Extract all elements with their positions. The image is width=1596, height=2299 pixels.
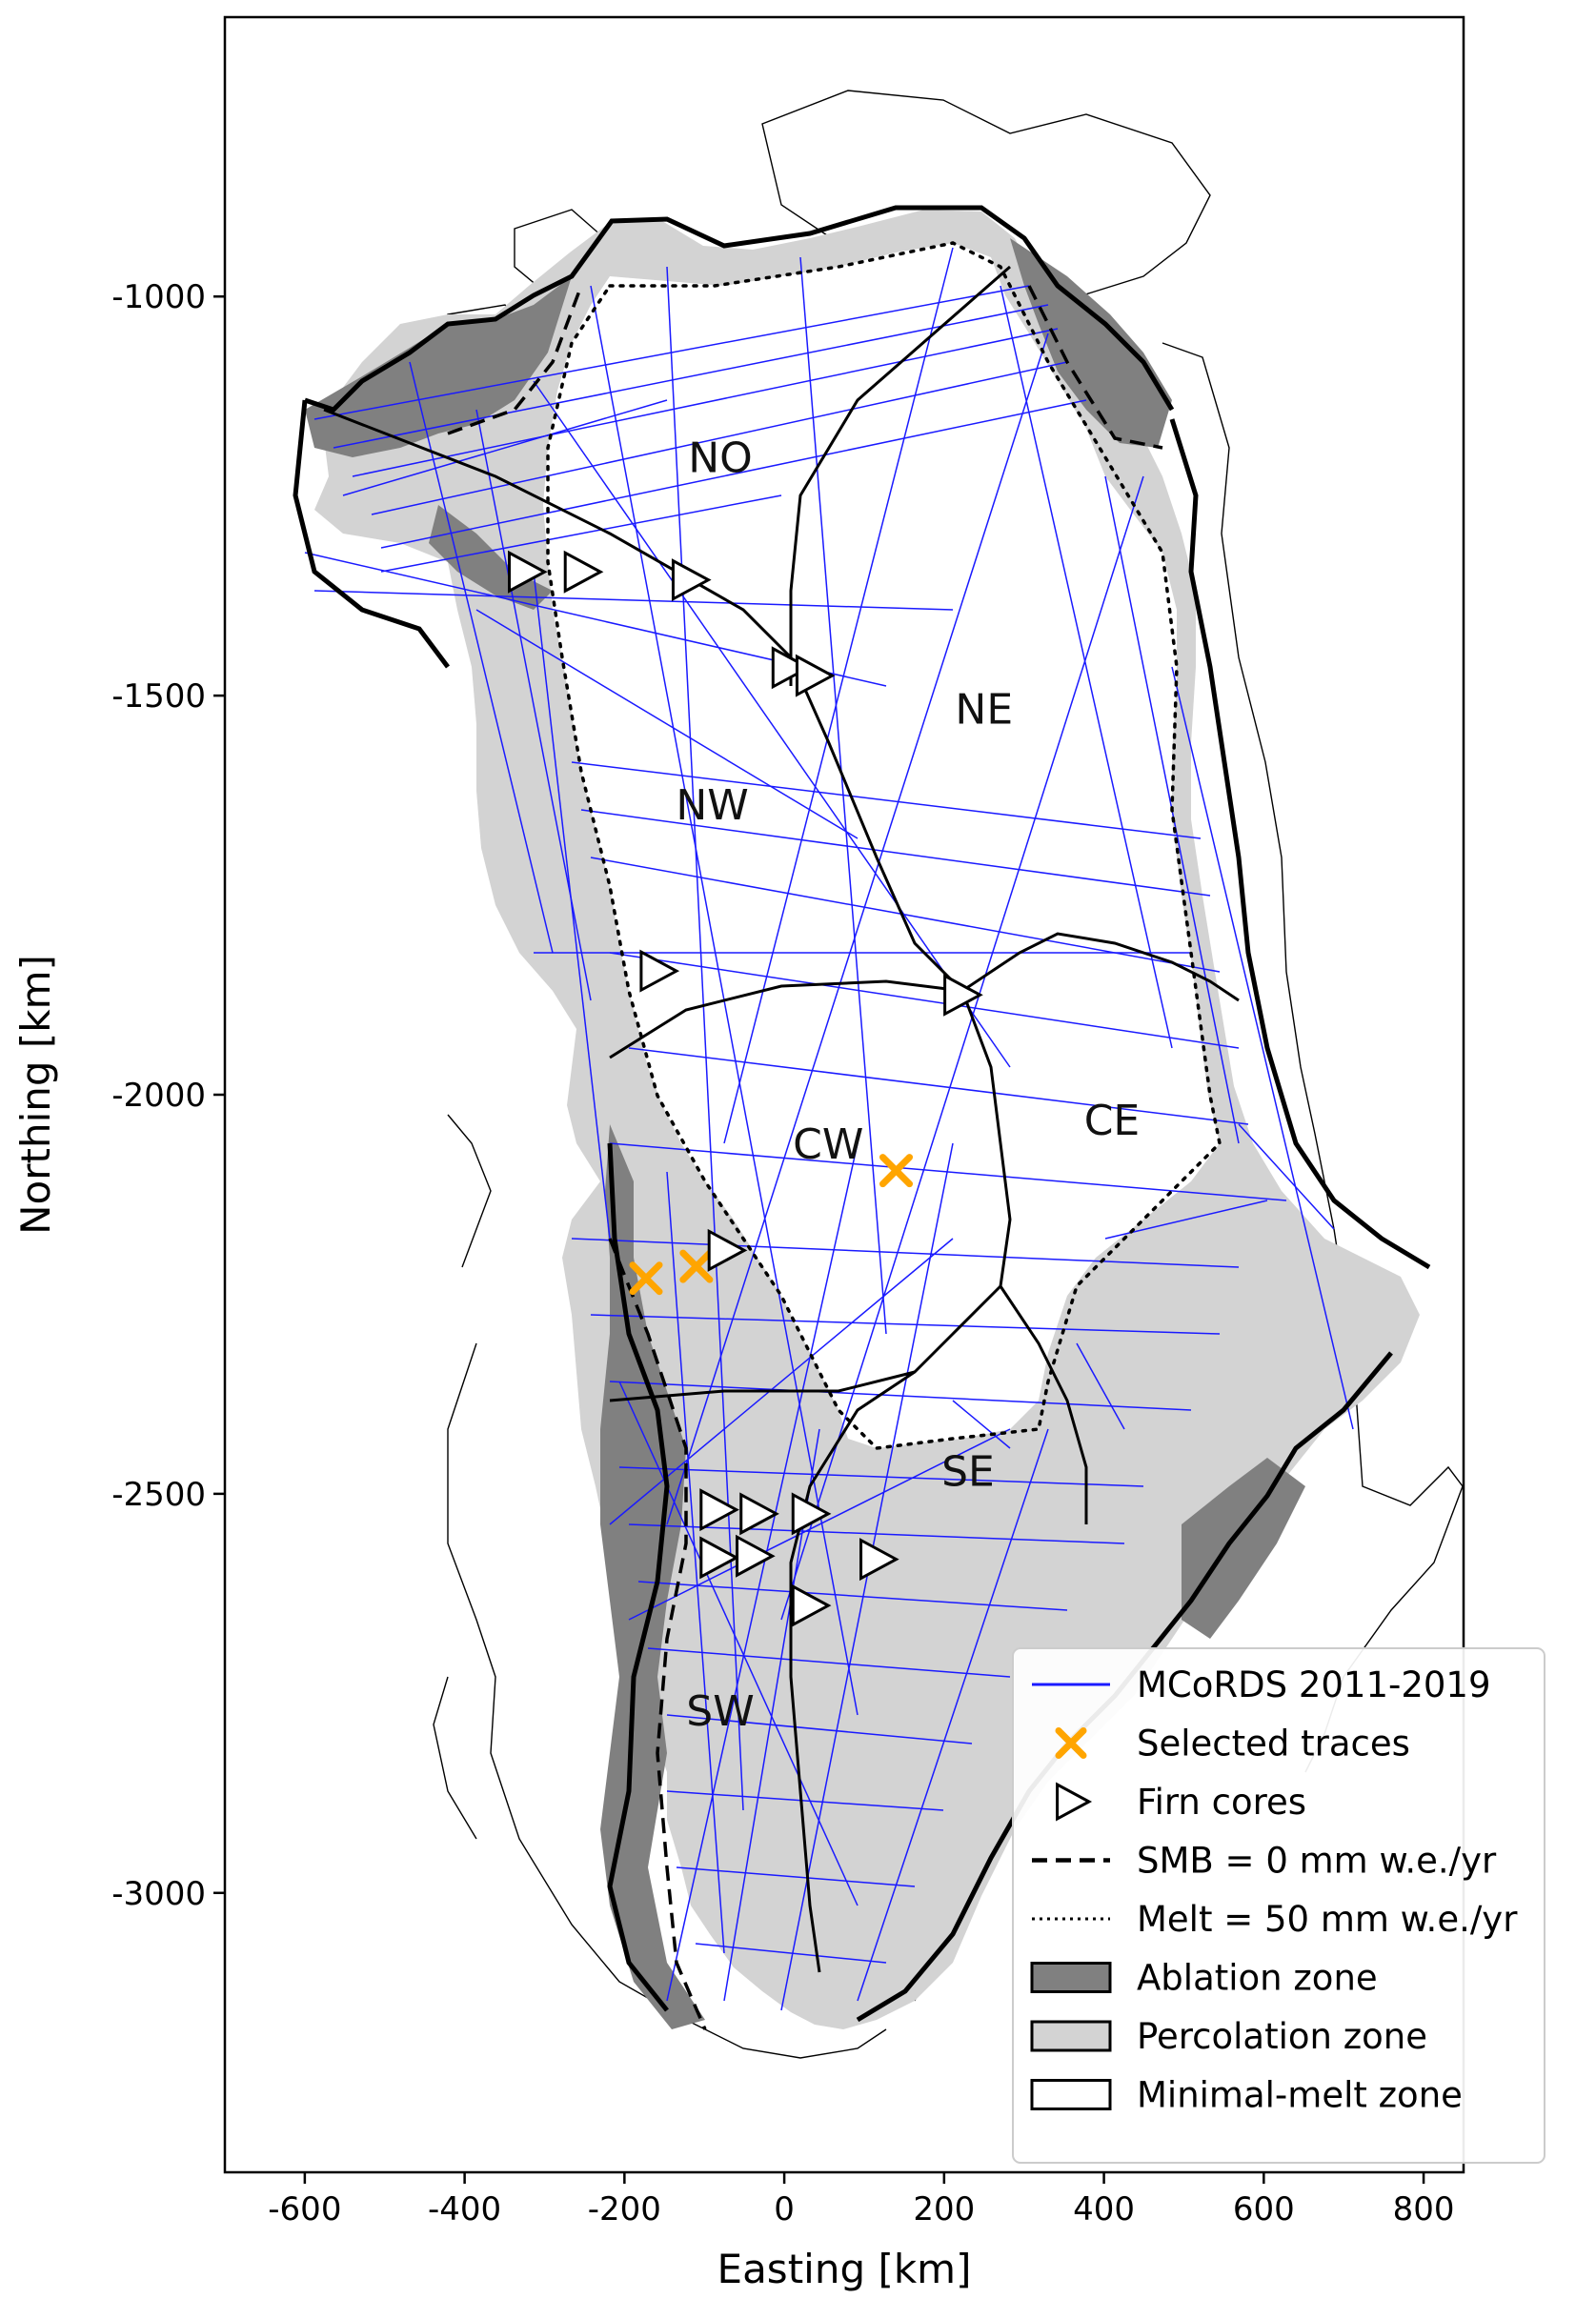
firn-core-marker (563, 550, 604, 594)
axis-ticks: -600 -400 -200 0 200 400 600 800-1000-1500-2000… (111, 278, 1454, 2228)
legend-patch-icon (1030, 2020, 1112, 2052)
legend-label: Percolation zone (1137, 2016, 1427, 2057)
legend-item-ablation: Ablation zone (1030, 1958, 1378, 1999)
x-tick-label: 400 (1073, 2190, 1135, 2228)
mcords-traces (304, 247, 1354, 2011)
map-layers (293, 90, 1464, 2059)
region-label-cw: CW (793, 1120, 863, 1169)
smb-contour (447, 285, 1163, 2030)
legend-item-melt: Melt = 50 mm w.e./yr (1032, 1899, 1518, 1940)
legend-label: Minimal-melt zone (1137, 2075, 1463, 2116)
firn-core-marker (639, 949, 680, 993)
selected-trace-marker (879, 1154, 914, 1188)
legend-label: Selected traces (1137, 1724, 1410, 1765)
legend-patch-icon (1030, 2079, 1112, 2110)
firn-core-marker (699, 1488, 739, 1532)
firn-core-marker (943, 973, 983, 1017)
legend-box (1012, 1647, 1545, 2164)
y-axis-title: Northing [km] (12, 955, 59, 1235)
legend-label: Firn cores (1137, 1782, 1306, 1823)
firn-core-marker (771, 646, 812, 690)
x-tick-label: 200 (913, 2190, 975, 2228)
legend-item-firn: Firn cores (1056, 1782, 1306, 1823)
legend: MCoRDS 2011-2019 Selected traces Firn core… (1012, 1647, 1545, 2164)
region-label-se: SE (941, 1448, 995, 1497)
minimal-melt-zone (543, 243, 1220, 1448)
legend-item-traces: MCoRDS 2011-2019 (1032, 1664, 1491, 1705)
firn-core-marker (699, 1536, 739, 1580)
x-tick-label: 600 (1233, 2190, 1295, 2228)
x-tick-label: -600 (268, 2190, 341, 2228)
firn-core-marker (707, 1228, 748, 1272)
legend-cross-icon (1055, 1727, 1087, 1759)
region-label-no: NO (688, 434, 753, 483)
legend-patch-icon (1030, 1962, 1112, 1993)
melt-contour (546, 241, 1222, 1450)
legend-item-minimal: Minimal-melt zone (1030, 2075, 1463, 2116)
x-tick-label: -200 (588, 2190, 661, 2228)
legend-item-percolation: Percolation zone (1030, 2016, 1427, 2057)
selected-trace-marker (679, 1249, 714, 1283)
firn-core-marker (736, 1534, 776, 1578)
legend-item-selected: Selected traces (1055, 1724, 1410, 1765)
x-tick-label: -400 (428, 2190, 501, 2228)
region-label-ce: CE (1084, 1097, 1141, 1145)
firn-cores (508, 550, 983, 1627)
legend-label: Melt = 50 mm w.e./yr (1137, 1899, 1518, 1940)
y-tick-label: -3000 (111, 1875, 206, 1913)
firn-core-marker (739, 1492, 779, 1536)
y-tick-label: -1000 (111, 278, 206, 316)
legend-label: MCoRDS 2011-2019 (1137, 1664, 1491, 1705)
legend-label: SMB = 0 mm w.e./yr (1137, 1841, 1497, 1882)
firn-core-marker (859, 1538, 899, 1582)
firn-core-marker (671, 558, 712, 602)
region-labels: NO NE NW CW CE SE SW (676, 434, 1140, 1736)
region-label-ne: NE (955, 685, 1013, 734)
y-tick-label: -2500 (111, 1476, 206, 1514)
region-label-nw: NW (676, 781, 748, 830)
x-tick-label: 0 (774, 2190, 795, 2228)
region-label-sw: SW (686, 1687, 754, 1736)
firn-core-marker (508, 550, 548, 594)
selected-traces (629, 1154, 914, 1296)
y-tick-label: -1500 (111, 677, 206, 716)
firn-core-marker (791, 1583, 832, 1627)
firn-core-marker (795, 654, 836, 697)
x-axis-title: Easting [km] (717, 2246, 972, 2292)
legend-triangle-icon (1056, 1782, 1093, 1822)
selected-trace-marker (629, 1261, 663, 1296)
legend-label: Ablation zone (1137, 1958, 1378, 1999)
firn-core-marker (791, 1492, 832, 1536)
x-tick-label: 800 (1393, 2190, 1455, 2228)
y-tick-label: -2000 (111, 1077, 206, 1115)
legend-item-smb: SMB = 0 mm w.e./yr (1032, 1841, 1497, 1882)
